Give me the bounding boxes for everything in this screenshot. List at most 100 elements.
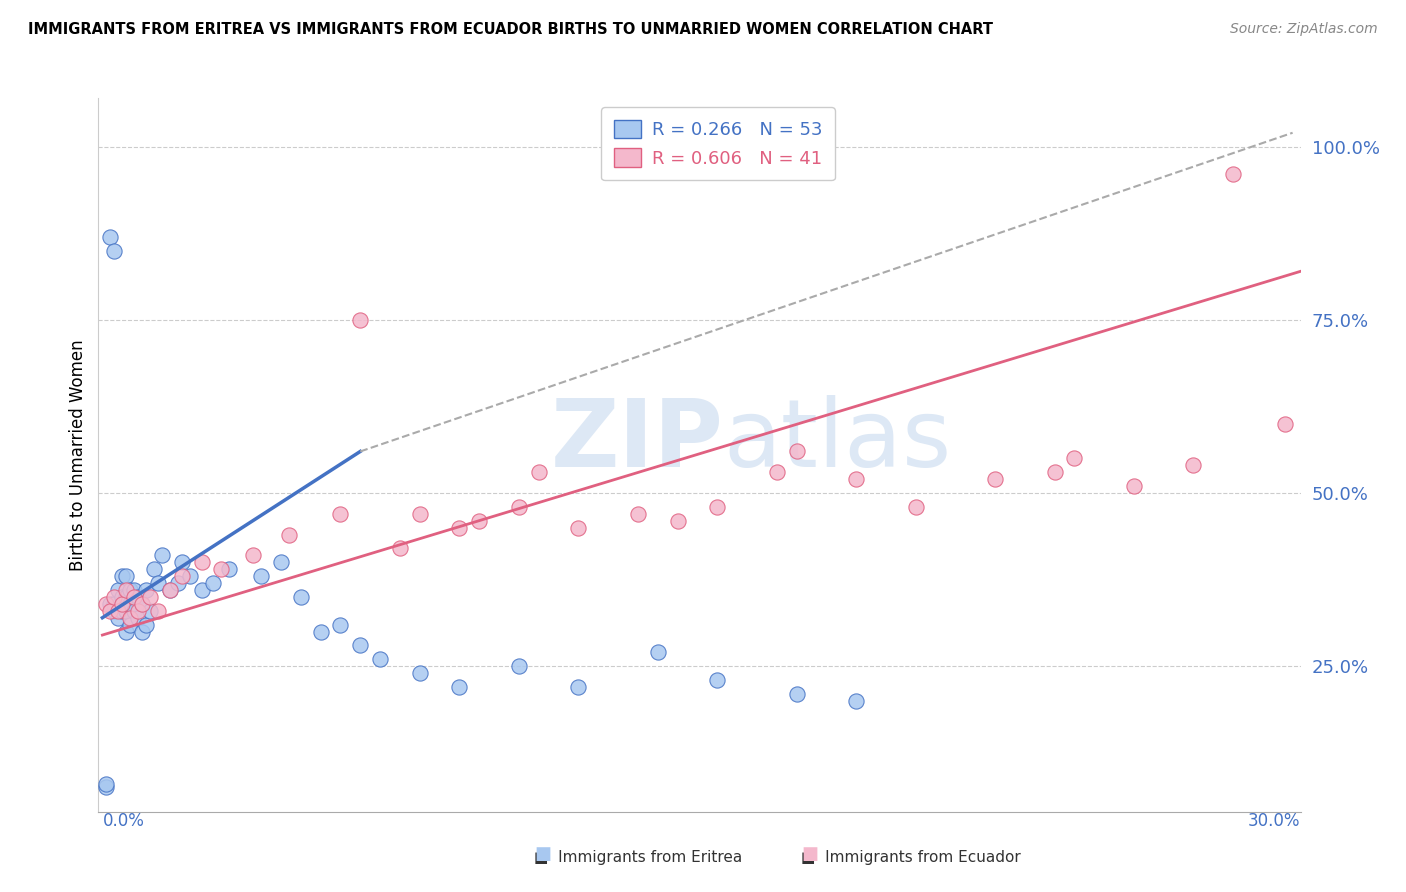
Point [139,604,162,618]
Text: atlas: atlas [724,394,952,487]
Point [567,521,589,535]
Text: 0.0%: 0.0% [103,812,145,830]
Point [1274,417,1296,431]
Point [270,555,292,569]
Point [98,597,121,611]
Point [122,590,145,604]
Point [242,549,264,563]
Point [786,687,808,701]
Point [329,507,352,521]
Point [131,597,153,611]
Point [120,617,142,632]
Point [449,521,471,535]
Point [329,617,352,632]
Point [190,555,212,569]
Point [107,582,129,597]
Text: ZIP: ZIP [551,394,724,487]
Point [277,527,299,541]
Point [218,562,240,576]
Point [202,576,225,591]
Point [179,569,201,583]
Point [96,777,118,791]
Point [209,562,232,576]
Point [103,244,125,258]
Point [706,500,728,514]
Text: Source: ZipAtlas.com: Source: ZipAtlas.com [1230,22,1378,37]
Point [250,569,273,583]
Point [143,562,166,576]
Point [131,624,153,639]
Point [150,549,173,563]
Point [111,590,134,604]
Point [127,590,149,604]
Point [115,590,138,604]
Text: ■  Immigrants from Eritrea: ■ Immigrants from Eritrea [534,850,742,865]
Point [98,604,121,618]
Text: IMMIGRANTS FROM ERITREA VS IMMIGRANTS FROM ECUADOR BIRTHS TO UNMARRIED WOMEN COR: IMMIGRANTS FROM ERITREA VS IMMIGRANTS FR… [28,22,993,37]
Point [349,313,371,327]
Point [127,611,149,625]
Point [115,624,138,639]
Point [103,597,125,611]
Point [115,582,138,597]
Point [1043,465,1066,479]
Point [115,569,138,583]
Point [388,541,411,556]
Point [120,582,142,597]
Point [96,597,118,611]
Point [349,639,371,653]
Point [984,472,1007,486]
Point [290,590,312,604]
Text: ■: ■ [801,845,818,863]
Text: ■  Immigrants from Ecuador: ■ Immigrants from Ecuador [801,850,1021,865]
Point [159,582,181,597]
Point [127,604,149,618]
Point [1182,458,1205,473]
Point [368,652,391,666]
Point [146,576,169,591]
Point [845,694,868,708]
Point [139,590,162,604]
Point [170,569,193,583]
Point [122,604,145,618]
Point [449,680,471,694]
Point [1063,451,1085,466]
Point [527,465,550,479]
Point [103,590,125,604]
Point [1222,167,1244,181]
Point [159,582,181,597]
Point [166,576,188,591]
Point [766,465,789,479]
Legend: R = 0.266   N = 53, R = 0.606   N = 41: R = 0.266 N = 53, R = 0.606 N = 41 [600,107,835,180]
Point [120,611,142,625]
Point [647,645,669,659]
Point [567,680,589,694]
Point [96,780,118,795]
Point [468,514,491,528]
Point [170,555,193,569]
Point [111,604,134,618]
Point [409,666,432,681]
Point [115,604,138,618]
Point [904,500,927,514]
Point [107,604,129,618]
Point [409,507,432,521]
Point [98,229,121,244]
Point [111,597,134,611]
Text: ■: ■ [534,845,551,863]
Point [1122,479,1144,493]
Point [122,582,145,597]
Point [131,597,153,611]
Point [135,582,157,597]
Text: 30.0%: 30.0% [1249,812,1301,830]
Point [135,617,157,632]
Point [627,507,650,521]
Point [190,582,212,597]
Point [111,569,134,583]
Point [120,597,142,611]
Point [508,659,530,673]
Point [666,514,689,528]
Point [103,604,125,618]
Point [786,444,808,458]
Point [107,611,129,625]
